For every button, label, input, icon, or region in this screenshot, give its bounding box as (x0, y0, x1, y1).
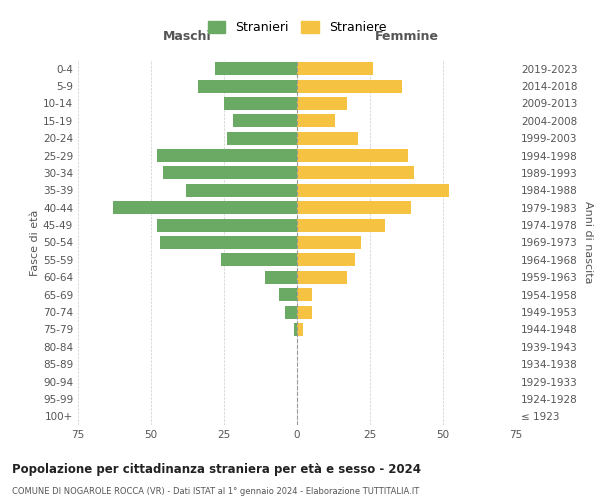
Bar (265, 270, 297, 284)
Bar (198, 80, 297, 92)
Text: Femmine: Femmine (374, 30, 439, 43)
Bar (297, 149, 408, 162)
Bar (297, 218, 385, 232)
Bar (297, 97, 347, 110)
Text: Maschi: Maschi (163, 30, 212, 43)
Legend: Stranieri, Straniere: Stranieri, Straniere (203, 16, 391, 39)
Bar (186, 184, 297, 197)
Bar (113, 201, 297, 214)
Bar (297, 62, 373, 75)
Bar (297, 166, 414, 179)
Bar (215, 62, 297, 75)
Bar (233, 114, 297, 128)
Bar (221, 254, 297, 266)
Bar (297, 80, 402, 92)
Bar (286, 306, 297, 318)
Bar (163, 166, 297, 179)
Bar (224, 97, 297, 110)
Bar (280, 288, 297, 301)
Bar (297, 236, 361, 249)
Bar (297, 132, 358, 144)
Bar (294, 323, 297, 336)
Bar (160, 236, 297, 249)
Bar (297, 114, 335, 128)
Y-axis label: Fasce di età: Fasce di età (30, 210, 40, 276)
Text: COMUNE DI NOGAROLE ROCCA (VR) - Dati ISTAT al 1° gennaio 2024 - Elaborazione TUT: COMUNE DI NOGAROLE ROCCA (VR) - Dati IST… (12, 488, 419, 496)
Bar (157, 149, 297, 162)
Bar (297, 270, 347, 284)
Bar (297, 184, 449, 197)
Bar (297, 288, 311, 301)
Bar (297, 306, 311, 318)
Y-axis label: Anni di nascita: Anni di nascita (583, 201, 593, 284)
Bar (297, 323, 303, 336)
Bar (297, 254, 355, 266)
Bar (157, 218, 297, 232)
Bar (297, 201, 411, 214)
Text: Popolazione per cittadinanza straniera per età e sesso - 2024: Popolazione per cittadinanza straniera p… (12, 462, 421, 475)
Bar (227, 132, 297, 144)
